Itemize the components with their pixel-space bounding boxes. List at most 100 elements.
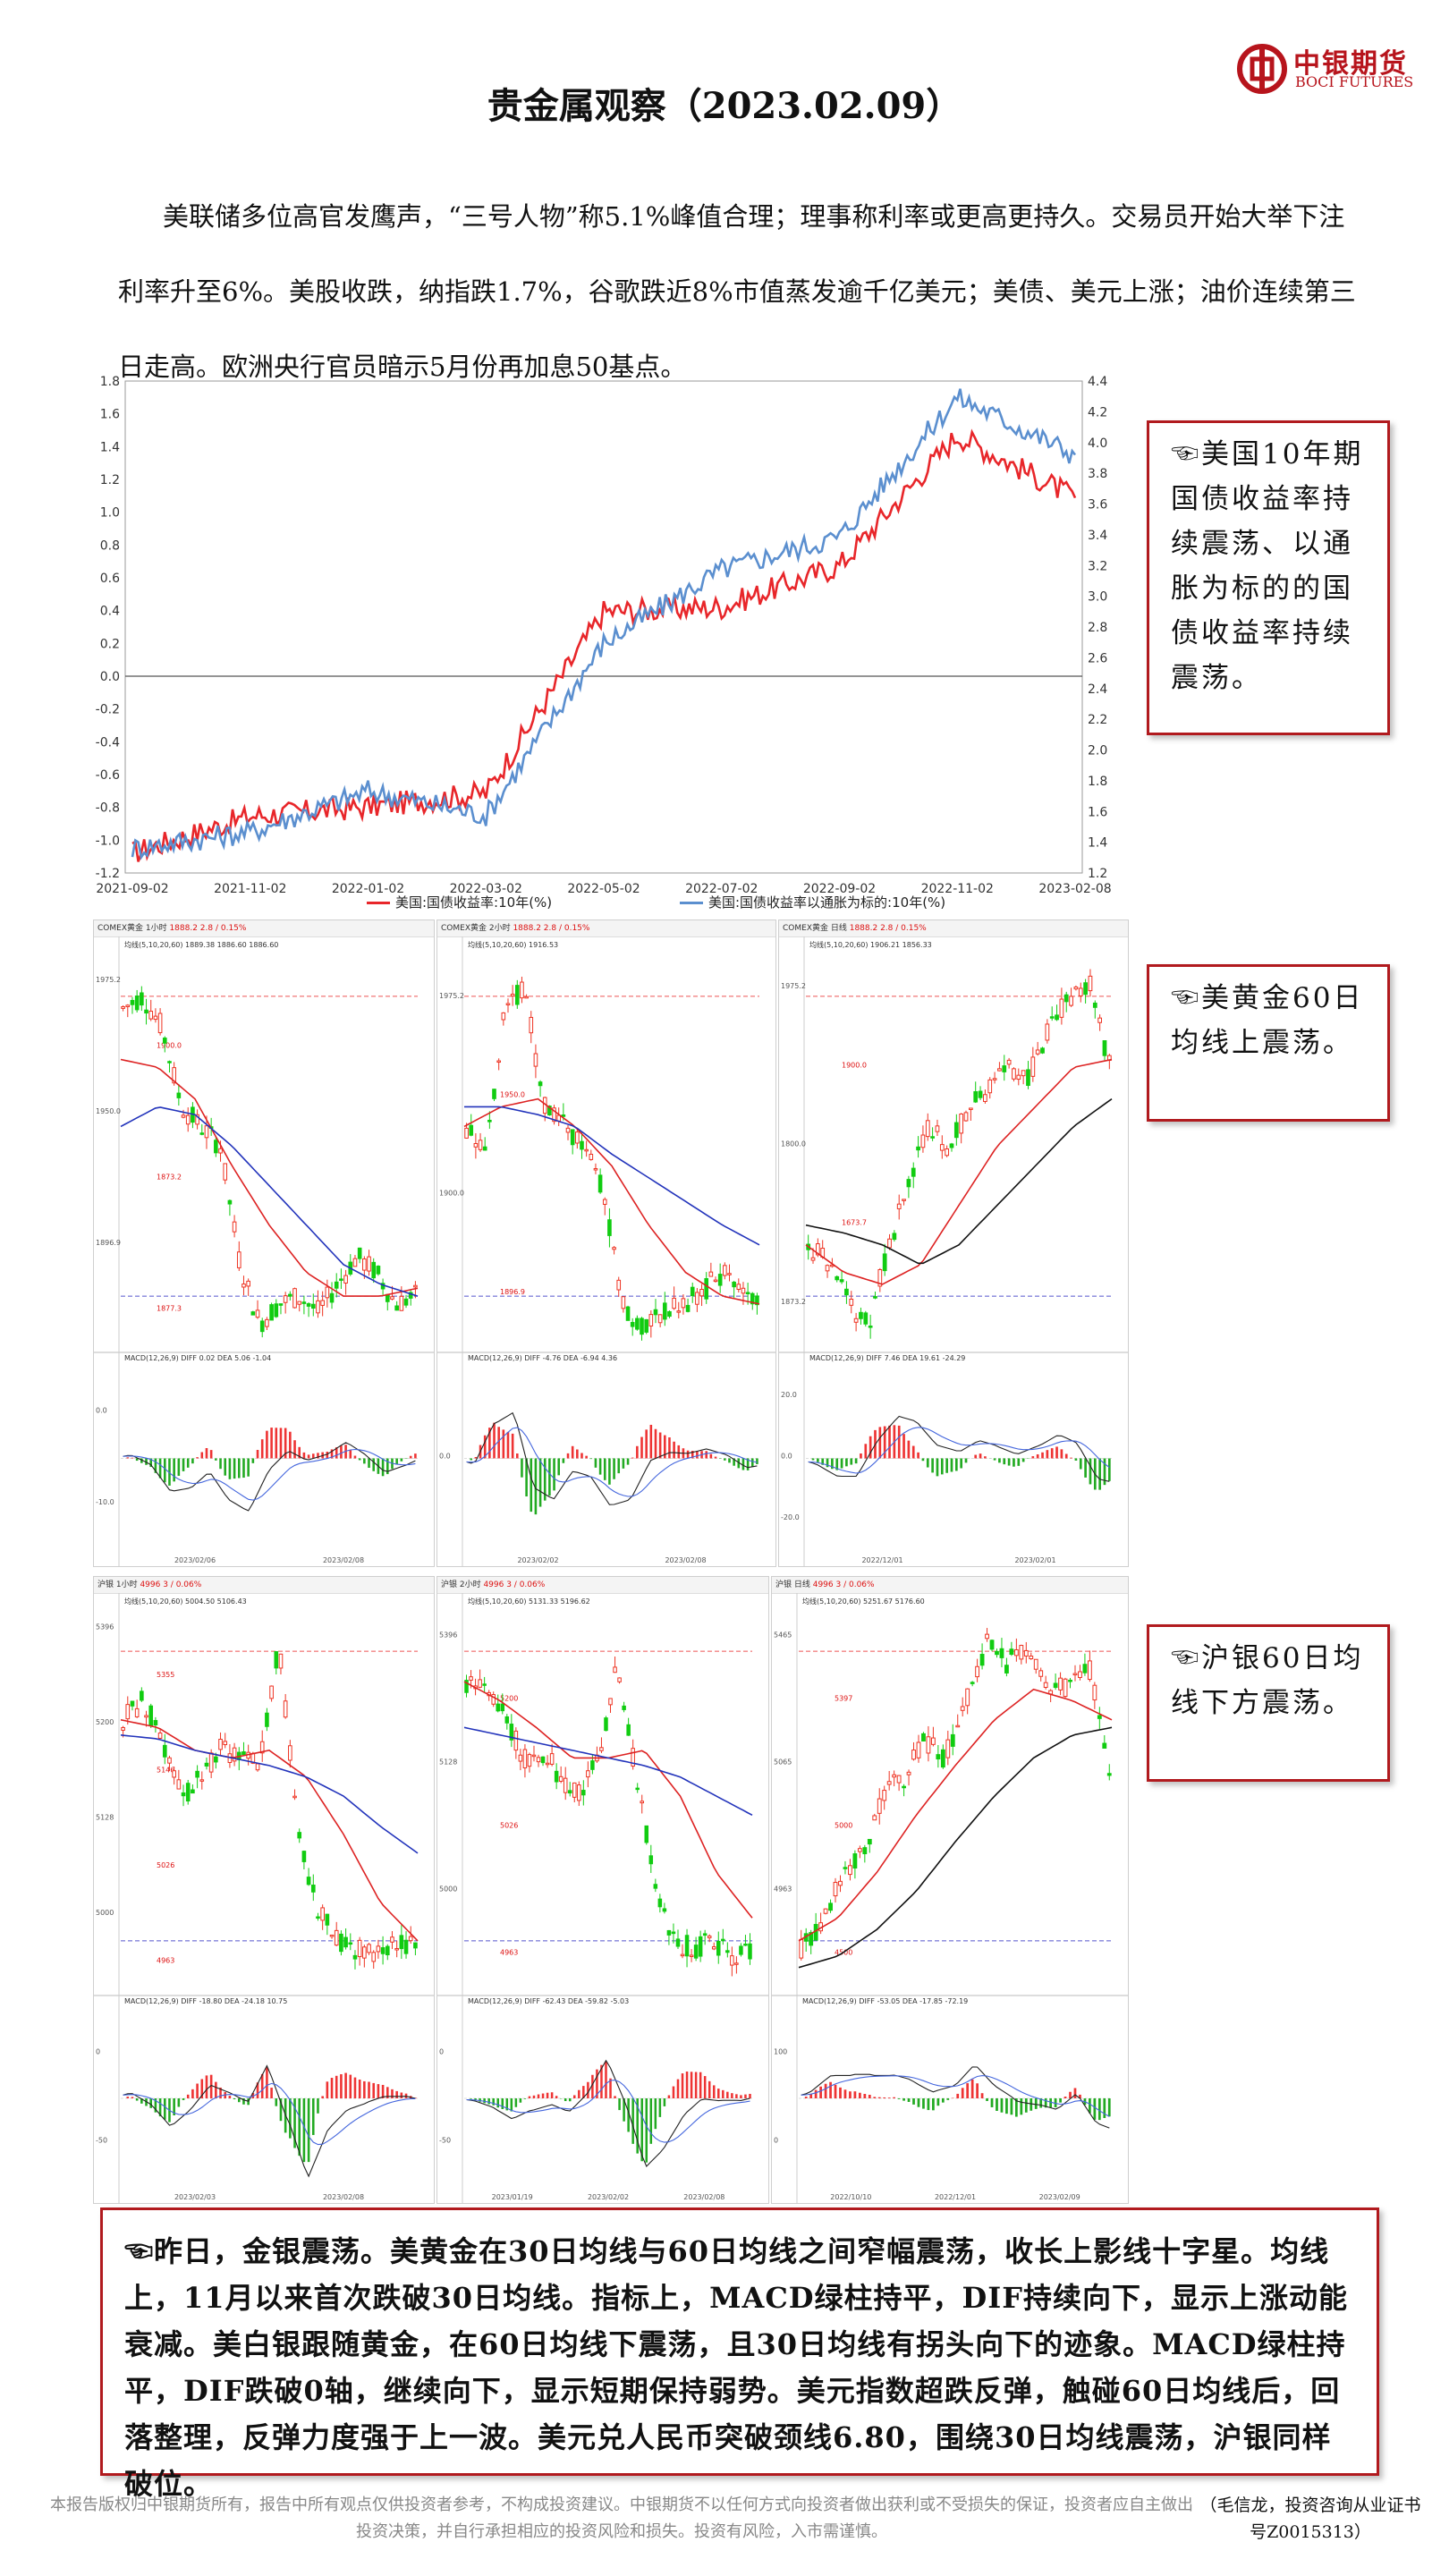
candle-body xyxy=(232,1747,237,1762)
brand-name-cn: 中银期货 xyxy=(1293,48,1408,80)
candle-body xyxy=(1106,1773,1112,1776)
candle-body xyxy=(1078,987,1083,996)
candle-body xyxy=(925,1120,930,1138)
candle-body xyxy=(390,1296,394,1300)
macd-legend: MACD(12,26,9) DIFF 7.46 DEA 19.61 -24.29 xyxy=(809,1354,966,1362)
candle-body xyxy=(635,1787,640,1791)
candle-body xyxy=(1055,1014,1059,1021)
candle-body xyxy=(743,1943,748,1946)
candle-body xyxy=(671,1931,676,1935)
candle-body xyxy=(995,1650,999,1656)
date-label: 2023/02/02 xyxy=(588,2193,629,2201)
macd-tick: 20.0 xyxy=(781,1391,797,1399)
tile-header: 沪银 1小时 4996 3 / 0.06% xyxy=(94,1577,434,1594)
yield-chart: 1.8 1.6 1.4 1.2 1.0 0.8 0.6 0.4 0.2 0.0 -0.2 -0.4 -0… xyxy=(89,367,1145,921)
dif-line xyxy=(808,1415,1110,1482)
candle-body xyxy=(242,1284,246,1288)
candle-body xyxy=(390,1936,394,1943)
candle-body xyxy=(464,1680,469,1693)
note-silver-text: ☜沪银60日均线下方震荡。 xyxy=(1171,1642,1364,1719)
candle-body xyxy=(1069,996,1073,1006)
candle-body xyxy=(843,1867,848,1869)
candle-body xyxy=(236,1251,242,1268)
candle-body xyxy=(911,1167,916,1177)
candle-body xyxy=(478,1679,482,1688)
candle-body xyxy=(513,1730,519,1751)
y-right-tick: 3.4 xyxy=(1088,529,1107,543)
candle-body xyxy=(625,1306,631,1321)
candle-body xyxy=(1058,1677,1063,1690)
tile-svg: 5396 5355 5200 5146 5128 5026 5000 4963 0 -50 2023… xyxy=(94,1593,434,2203)
candle-body xyxy=(565,1127,571,1133)
candle-body xyxy=(408,1936,413,1942)
candle-body xyxy=(1030,1056,1036,1077)
macd-legend: MACD(12,26,9) DIFF -4.76 DEA -6.94 4.36 xyxy=(468,1354,618,1362)
macd-tick: 0 xyxy=(439,2048,444,2056)
candle-body xyxy=(1059,998,1064,1018)
candle-body xyxy=(148,1011,154,1020)
price-label: 1975.2 xyxy=(96,976,121,984)
candle-body xyxy=(1019,1645,1024,1660)
candle-body xyxy=(960,1706,965,1711)
y-left-tick: 0.0 xyxy=(100,670,120,684)
tile-panel-name: 沪银 1小时 xyxy=(97,1580,140,1589)
candle-body xyxy=(167,1061,172,1063)
candle-body xyxy=(862,1847,868,1855)
price-label: 5000 xyxy=(439,1885,457,1894)
candle-body xyxy=(693,1945,699,1959)
candle-body xyxy=(482,1683,487,1686)
candle-body xyxy=(616,1279,622,1291)
candle-body xyxy=(554,1770,559,1783)
candle-body xyxy=(529,1016,534,1034)
candle-body xyxy=(963,1112,969,1122)
y-left-tick: -0.4 xyxy=(96,735,120,750)
candle-body xyxy=(978,1090,983,1098)
candle-body xyxy=(380,1947,386,1954)
series-line-1 xyxy=(131,428,1077,862)
y-left-tick: -1.2 xyxy=(96,867,120,881)
candle-body xyxy=(997,1068,1002,1072)
ma-line-2 xyxy=(120,1734,419,1854)
candle-body xyxy=(552,1107,556,1123)
x-tick: 2022-01-02 xyxy=(332,882,404,896)
price-label: 5146 xyxy=(157,1766,174,1774)
price-label: 5200 xyxy=(500,1695,518,1703)
tile-svg: 1975.2 1950.0 1900.0 1896.9 0.0 2023/02/02 202… xyxy=(437,936,775,1566)
date-label: 2022/12/01 xyxy=(861,1556,902,1564)
candle-body xyxy=(376,1266,381,1275)
ma-legend: 均线(5,10,20,60) 1889.38 1886.60 1886.60 xyxy=(124,941,279,949)
candle-body xyxy=(608,1698,613,1706)
candle-body xyxy=(339,1933,343,1953)
price-label: 5396 xyxy=(96,1623,114,1631)
candle-body xyxy=(153,1720,158,1725)
candle-body xyxy=(413,1942,418,1949)
y-right-tick: 3.0 xyxy=(1088,590,1107,605)
candle-body xyxy=(635,1318,640,1330)
y-left-tick: 0.4 xyxy=(100,605,120,619)
candle-body xyxy=(362,1946,367,1959)
series-line-2 xyxy=(131,388,1077,860)
candle-body xyxy=(999,1648,1004,1658)
y-left-tick: 0.2 xyxy=(100,637,120,651)
dif-line xyxy=(123,1442,416,1512)
candle-body xyxy=(657,1314,663,1324)
candle-body xyxy=(690,1286,695,1297)
candle-body xyxy=(316,1300,320,1314)
candle-body xyxy=(839,1279,844,1283)
candle-body xyxy=(930,1737,936,1745)
candle-body xyxy=(936,1754,941,1760)
candle-body xyxy=(563,1777,568,1793)
candle-body xyxy=(892,1233,897,1241)
candle-body xyxy=(1045,1023,1050,1041)
candle-body xyxy=(685,1304,691,1312)
candle-body xyxy=(1102,1040,1107,1056)
candle-body xyxy=(496,1703,500,1712)
candle-body xyxy=(301,1851,307,1862)
candle-body xyxy=(985,1633,989,1640)
candle-body xyxy=(838,1880,843,1886)
candle-body xyxy=(630,1321,635,1327)
candle-body xyxy=(823,1908,828,1914)
candle-body xyxy=(577,1784,581,1801)
candle-body xyxy=(684,1935,690,1957)
